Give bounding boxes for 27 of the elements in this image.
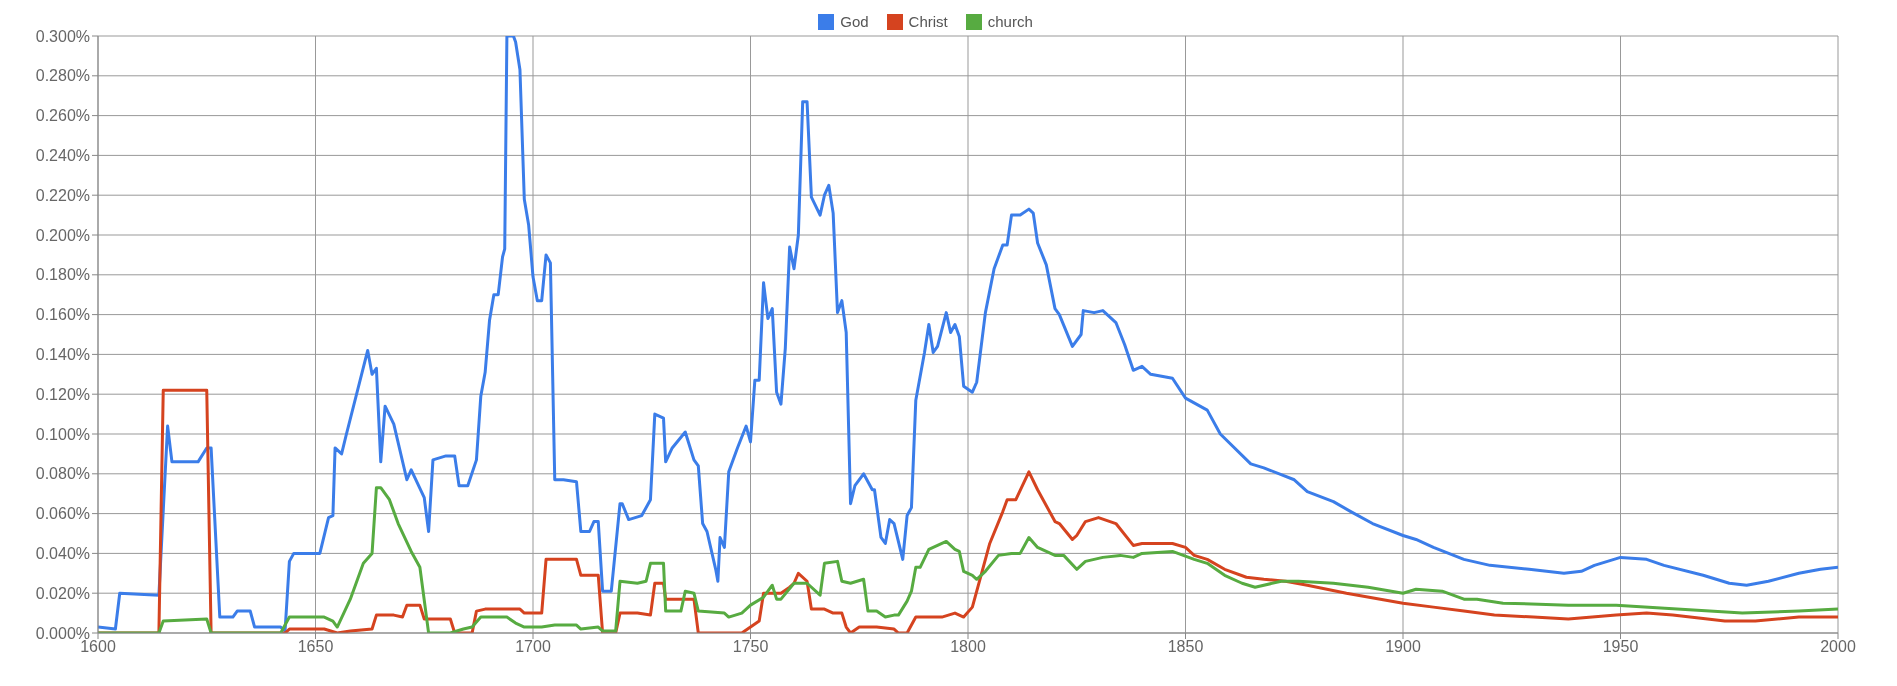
y-tick-label: 0.260% — [35, 107, 90, 125]
y-tick-label: 0.200% — [35, 226, 90, 244]
y-tick-label: 0.160% — [35, 306, 90, 324]
y-tick-label: 0.100% — [35, 425, 90, 443]
x-tick-label: 1650 — [297, 638, 334, 656]
y-tick-label: 0.180% — [35, 266, 90, 284]
y-tick-label: 0.140% — [35, 346, 90, 364]
legend-label: Christ — [908, 13, 948, 30]
legend-label: God — [840, 13, 869, 30]
x-tick-label: 1850 — [1167, 638, 1204, 656]
x-tick-label: 1700 — [515, 638, 551, 656]
legend-label: church — [987, 13, 1033, 30]
y-tick-label: 0.240% — [35, 147, 90, 165]
y-tick-label: 0.120% — [35, 385, 90, 403]
x-tick-label: 2000 — [1820, 638, 1856, 656]
y-tick-label: 0.280% — [35, 67, 90, 85]
y-tick-label: 0.220% — [35, 186, 90, 204]
y-tick-label: 0.060% — [35, 505, 90, 523]
y-tick-label: 0.300% — [35, 27, 90, 45]
x-tick-label: 1900 — [1385, 638, 1421, 656]
y-tick-label: 0.020% — [35, 584, 90, 602]
x-tick-label: 1800 — [950, 638, 986, 656]
x-tick-label: 1950 — [1602, 638, 1639, 656]
x-tick-label: 1600 — [80, 638, 116, 656]
y-tick-label: 0.040% — [35, 545, 90, 563]
y-tick-label: 0.080% — [35, 465, 90, 483]
x-tick-label: 1750 — [732, 638, 769, 656]
